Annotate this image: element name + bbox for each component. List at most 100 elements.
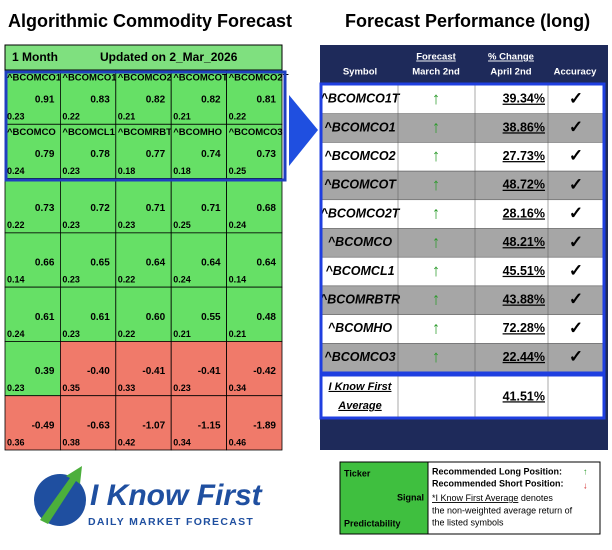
grid-cell	[226, 341, 283, 397]
row-change: 38.86%	[503, 120, 545, 134]
logo-arrow	[40, 466, 82, 524]
highlight-box	[4, 70, 287, 182]
row-check-icon: ✓	[569, 146, 583, 165]
row-change: 43.88%	[503, 293, 545, 307]
grid-cell	[170, 286, 227, 342]
cell-signal: 0.79	[35, 149, 55, 160]
grid-cell	[226, 123, 283, 179]
legend-note-2: the non-weighted average return of	[432, 505, 573, 515]
updated: Updated on 2_Mar_2026	[100, 50, 238, 64]
cell-ticker: ^BCOMCL1	[62, 127, 115, 138]
row-check-icon: ✓	[569, 290, 583, 309]
cell-ticker: ^BCOMCO	[7, 127, 56, 138]
cell-predictability: 0.22	[62, 112, 80, 122]
cell-predictability: 0.24	[173, 275, 191, 285]
cell-ticker: ^BCOMRBTR	[118, 127, 179, 138]
row-change: 39.34%	[503, 92, 545, 106]
cell-ticker: ^BCOMCOT	[173, 73, 228, 84]
row-bg	[320, 228, 604, 258]
cell-predictability: 0.25	[229, 166, 247, 176]
cell-predictability: 0.14	[7, 275, 25, 285]
grid-cell	[115, 395, 172, 451]
cell-signal: 0.82	[146, 95, 166, 106]
cell-predictability: 0.18	[118, 166, 136, 176]
grid-cell	[60, 232, 117, 288]
cell-predictability: 0.36	[7, 437, 25, 447]
cell-signal: 0.78	[90, 149, 110, 160]
row-check-icon: ✓	[569, 118, 583, 137]
cell-signal: 0.73	[35, 203, 55, 214]
row-change: 48.21%	[503, 235, 545, 249]
cell-predictability: 0.25	[173, 220, 191, 230]
cell-signal: -0.41	[142, 366, 165, 377]
average-change: 41.51%	[503, 389, 545, 403]
legend-short: Recommended Short Position:	[432, 478, 564, 488]
row-check-icon: ✓	[569, 318, 583, 337]
grid-cell	[226, 286, 283, 342]
grid-cell	[226, 395, 283, 451]
row-up-icon: ↑	[432, 261, 441, 280]
cell-signal: 0.83	[90, 95, 110, 106]
cell-predictability: 0.21	[173, 112, 191, 122]
cell-signal: 0.64	[201, 257, 221, 268]
cell-ticker: ^BCOMCO2	[118, 73, 172, 84]
grid-cell	[226, 178, 283, 234]
cell-predictability: 0.23	[62, 329, 80, 339]
row-change: 22.44%	[503, 350, 545, 364]
row-change: 45.51%	[503, 264, 545, 278]
cell-predictability: 0.46	[229, 437, 247, 447]
row-up-icon: ↑	[432, 232, 441, 251]
cell-predictability: 0.23	[62, 275, 80, 285]
row-bg	[320, 343, 604, 373]
cell-ticker: ^BCOMCO1	[62, 73, 117, 84]
cell-signal: 0.48	[257, 312, 277, 323]
row-bg	[320, 199, 604, 229]
row-bg	[320, 113, 604, 143]
cell-predictability: 0.22	[118, 329, 136, 339]
row-symbol: ^BCOMCO1T	[321, 92, 401, 106]
cell-predictability: 0.23	[7, 112, 25, 122]
row-bg	[320, 314, 604, 344]
grid-cell	[4, 286, 61, 342]
row-up-icon: ↑	[432, 146, 441, 165]
cell-ticker: ^BCOMHO	[173, 127, 222, 138]
cell-predictability: 0.33	[118, 383, 136, 393]
arrow-shape	[289, 95, 318, 166]
cell-predictability: 0.35	[62, 383, 80, 393]
row-up-icon: ↑	[432, 347, 441, 366]
cell-predictability: 0.38	[62, 437, 80, 447]
cell-predictability: 0.23	[7, 383, 25, 393]
legend-down-icon: ↓	[583, 480, 588, 490]
cell-predictability: 0.22	[118, 275, 136, 285]
row-symbol: ^BCOMRBTR	[320, 293, 400, 307]
row-bg	[320, 84, 604, 114]
cell-ticker: ^BCOMCO1T	[7, 73, 67, 84]
cell-predictability: 0.24	[7, 166, 25, 176]
legend-predictability: Predictability	[344, 518, 401, 528]
cell-predictability: 0.23	[62, 220, 80, 230]
cell-predictability: 0.21	[229, 329, 247, 339]
row-check-icon: ✓	[569, 89, 583, 108]
row-check-icon: ✓	[569, 204, 583, 223]
row-check-icon: ✓	[569, 261, 583, 280]
row-symbol: ^BCOMHO	[328, 321, 393, 335]
row-symbol: ^BCOMCOT	[324, 178, 397, 192]
row-symbol: ^BCOMCO	[328, 235, 393, 249]
period: 1 Month	[12, 50, 58, 64]
row-up-icon: ↑	[432, 204, 441, 223]
header-forecast-date: March 2nd	[412, 67, 460, 78]
cell-signal: 0.74	[201, 149, 221, 160]
row-symbol: ^BCOMCO2T	[321, 206, 401, 220]
legend-up-icon: ↑	[583, 466, 588, 476]
cell-signal: 0.65	[90, 257, 110, 268]
grid-cell	[115, 69, 172, 125]
cell-predictability: 0.23	[118, 220, 136, 230]
grid-cell	[170, 395, 227, 451]
row-up-icon: ↑	[432, 290, 441, 309]
row-up-icon: ↑	[432, 118, 441, 137]
row-up-icon: ↑	[432, 175, 441, 194]
rows-border	[319, 82, 606, 375]
right-title: Forecast Performance (long)	[345, 11, 590, 31]
header-forecast: Forecast	[416, 52, 456, 63]
